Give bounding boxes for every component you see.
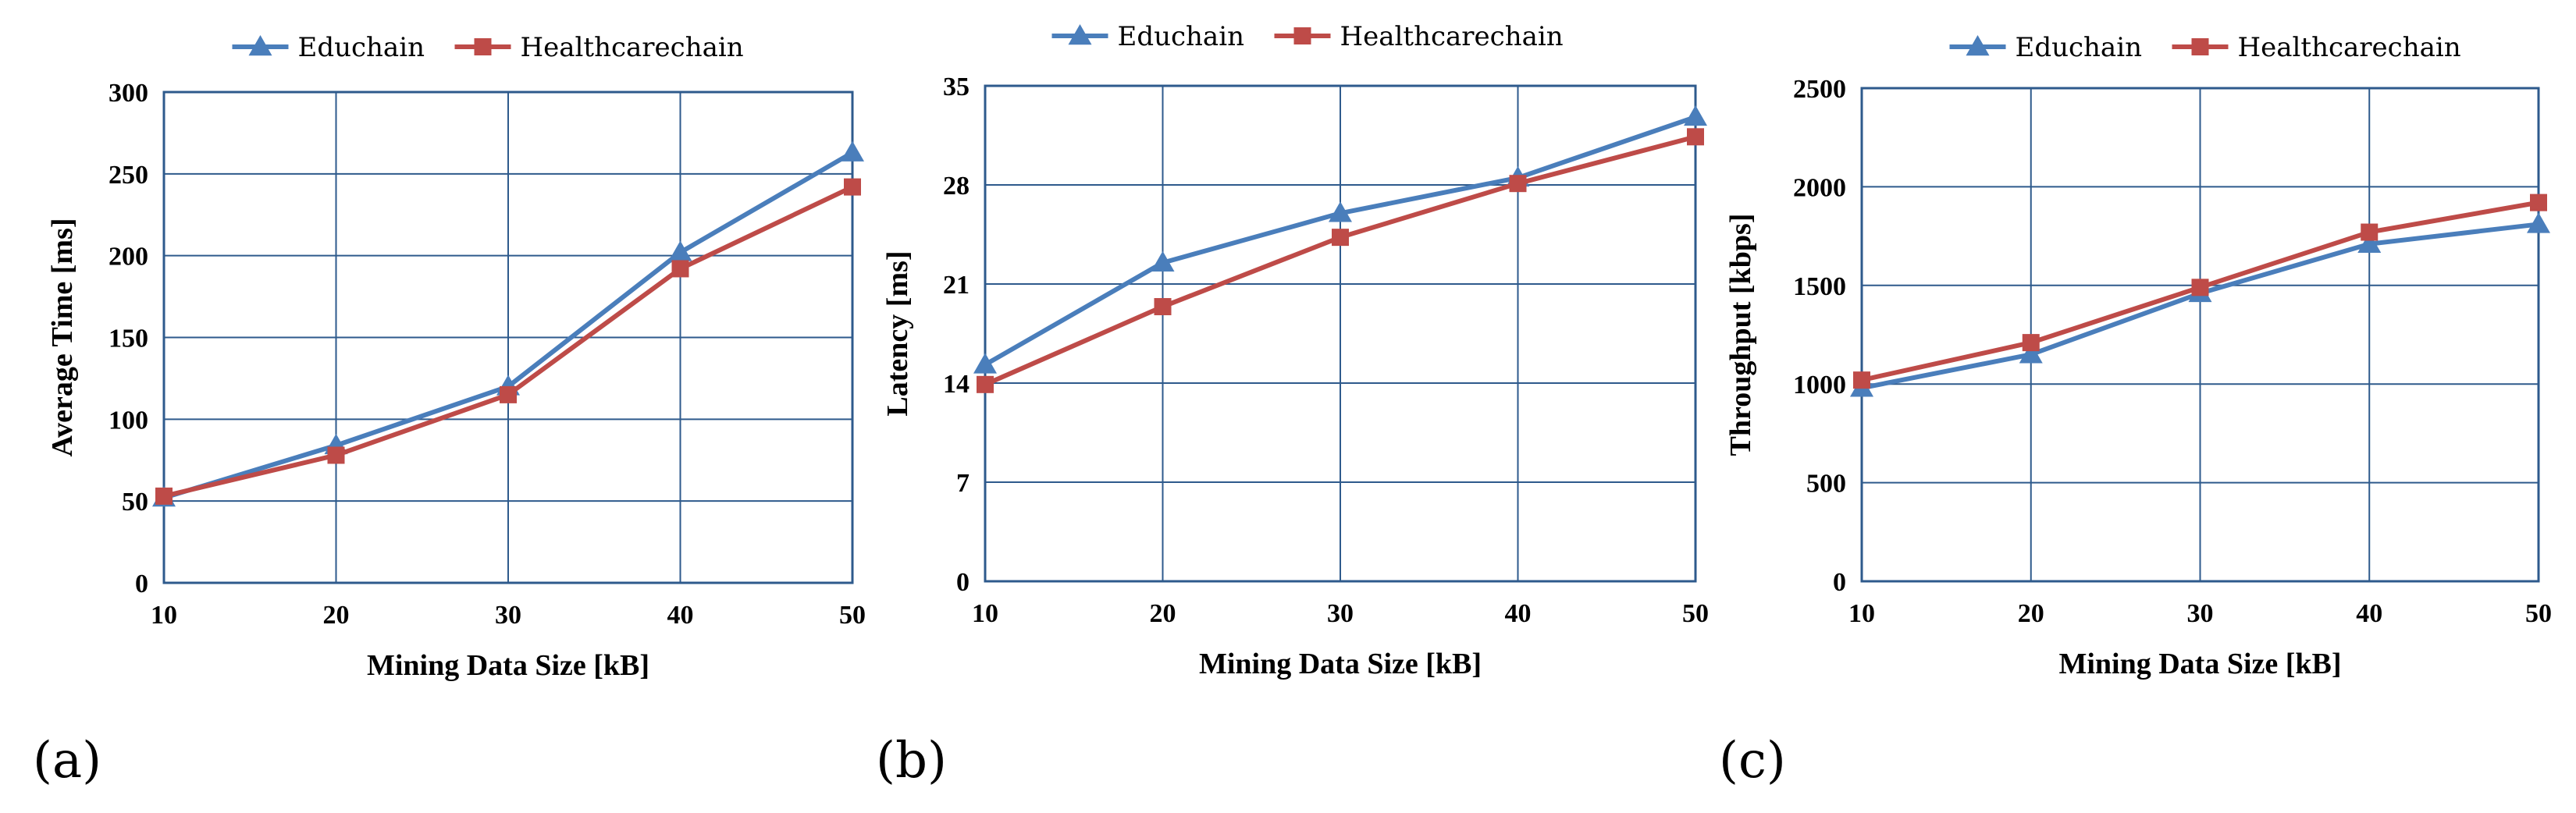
panel-2-legend-entry-2: Healthcarechain	[1274, 21, 1564, 52]
panel-1-ytick-150: 150	[109, 325, 148, 353]
panel-2-series-1-point-30	[1329, 201, 1352, 222]
panel-1-x-axis-title: Mining Data Size [kB]	[367, 649, 649, 682]
panel-2-xtick-40: 40	[1505, 599, 1532, 628]
panel-1-legend-label-1: Educhain	[298, 32, 425, 63]
panel-2-plot-frame	[984, 84, 1697, 583]
panel-2-xtick-50: 50	[1682, 599, 1709, 628]
panel-1-series-2-point-30	[500, 385, 517, 403]
panel-1-legend: Educhain Healthcarechain	[232, 32, 744, 63]
panel-3-series-2-point-10	[1853, 371, 1870, 389]
panel-1-legend-entry-1: Educhain	[232, 32, 425, 63]
panel-2-xtick-20: 20	[1150, 599, 1176, 628]
panel-3-series-2-point-40	[2361, 223, 2379, 241]
panel-3-legend: Educhain Healthcarechain	[1949, 32, 2461, 63]
panel-1-xtick-20: 20	[323, 601, 350, 630]
panel-2-x-axis-title: Mining Data Size [kB]	[1199, 648, 1482, 680]
panel-1-legend-swatch-marker-1	[248, 35, 272, 56]
panel-1-series-2-point-50	[844, 178, 861, 196]
panel-1-ytick-100: 100	[109, 406, 148, 435]
panel-2-ytick-21: 21	[943, 271, 970, 300]
panel-1-xtick-40: 40	[667, 601, 694, 630]
panel-3-xtick-40: 40	[2356, 599, 2382, 628]
panel-1-xtick-10: 10	[151, 601, 177, 630]
panel-2-label: (b)	[876, 732, 947, 790]
panel-3-ytick-1000: 1000	[1793, 371, 1846, 399]
panel-2-legend-label-1: Educhain	[1118, 21, 1244, 52]
panel-1-legend-entry-2: Healthcarechain	[454, 32, 744, 63]
panel-3-legend-entry-1: Educhain	[1949, 32, 2142, 63]
panel-3-xtick-20: 20	[2018, 599, 2044, 628]
panel-3-series-2	[1853, 193, 2547, 389]
panel-2-series-2-point-40	[1509, 175, 1527, 193]
panel-3-legend-entry-2: Healthcarechain	[2172, 32, 2461, 63]
panel-2-legend: Educhain Healthcarechain	[1051, 21, 1564, 52]
panel-3-ytick-2500: 2500	[1793, 75, 1846, 104]
panel-1-series-2-point-40	[671, 260, 689, 278]
panel-3-xtick-30: 30	[2187, 599, 2214, 628]
panel-3: 0 500 1000 1500 2000 2500 10 20 30 40 50 Mining Dat…	[1719, 32, 2552, 790]
panel-1: 0 50 100 150 200 250 300 10 20 30 40 50 Mining Data …	[33, 32, 866, 790]
panel-2-y-axis-title: Latency [ms]	[881, 250, 914, 416]
panel-2-series-2-point-30	[1332, 229, 1349, 247]
panel-3-series-1-point-40	[2357, 232, 2382, 253]
panel-1-series-1-point-50	[841, 140, 864, 162]
panel-3-legend-label-2: Healthcarechain	[2238, 32, 2461, 63]
panel-1-ytick-200: 200	[109, 243, 148, 272]
panel-1-y-axis-title: Average Time [ms]	[46, 218, 79, 456]
panel-3-plot-frame	[1860, 87, 2540, 583]
panel-1-series-2-point-20	[327, 446, 345, 464]
panel-2-ytick-14: 14	[943, 370, 970, 399]
panel-3-xtick-10: 10	[1848, 599, 1875, 628]
panel-3-ytick-0: 0	[1833, 568, 1846, 597]
panel-2-ytick-35: 35	[943, 73, 970, 101]
panel-2-series-2-point-50	[1687, 128, 1704, 146]
panel-2-xtick-10: 10	[972, 599, 998, 628]
panel-2-ytick-7: 7	[956, 469, 970, 498]
panel-3-series-2-point-30	[2191, 279, 2209, 296]
panel-1-series-2	[155, 178, 861, 505]
panel-3-legend-swatch-marker-2	[2191, 38, 2209, 55]
panel-2-series-2-point-20	[1154, 298, 1172, 316]
panel-3-series-2-point-20	[2022, 334, 2040, 352]
panel-3-series-2-point-50	[2530, 193, 2547, 211]
panel-1-series-1-point-40	[668, 240, 692, 261]
panel-2-series-2	[977, 128, 1704, 393]
panel-1-ytick-50: 50	[122, 488, 148, 517]
panel-2-series-1-point-20	[1151, 250, 1175, 272]
panel-3-legend-label-1: Educhain	[2016, 32, 2142, 63]
panel-2-xtick-30: 30	[1327, 599, 1354, 628]
panel-2-series-1-point-50	[1684, 105, 1707, 126]
panel-3-y-axis-title: Throughput [kbps]	[1724, 214, 1757, 456]
panel-1-xtick-30: 30	[495, 601, 521, 630]
panel-3-label: (c)	[1719, 732, 1786, 790]
panel-2-series-1-point-10	[973, 353, 997, 374]
panel-3-series-1-point-20	[2019, 343, 2043, 364]
panel-2-ytick-28: 28	[943, 172, 970, 201]
panel-2-legend-label-2: Healthcarechain	[1340, 21, 1564, 52]
panel-2-ytick-0: 0	[956, 568, 970, 597]
panel-1-series-2-point-10	[155, 487, 173, 505]
panel-1-legend-label-2: Healthcarechain	[521, 32, 744, 63]
panel-1-xtick-50: 50	[839, 601, 866, 630]
panel-1-label: (a)	[33, 732, 101, 790]
panel-3-ytick-2000: 2000	[1793, 173, 1846, 202]
panel-3-xtick-50: 50	[2525, 599, 2552, 628]
panel-1-plot-frame	[162, 91, 854, 584]
panel-2-series-2-point-10	[977, 375, 994, 393]
panel-1-ytick-250: 250	[109, 161, 148, 190]
panel-3-ytick-500: 500	[1806, 470, 1846, 499]
panel-3-ytick-1500: 1500	[1793, 272, 1846, 301]
panel-1-ytick-0: 0	[135, 570, 148, 598]
panel-2-legend-swatch-marker-1	[1068, 24, 1092, 45]
panel-2-legend-swatch-marker-2	[1293, 27, 1311, 44]
panel-3-series-1-point-50	[2527, 212, 2550, 233]
panel-2-legend-entry-1: Educhain	[1051, 21, 1244, 52]
panel-1-ytick-300: 300	[109, 79, 148, 108]
panel-1-legend-swatch-marker-2	[474, 38, 492, 55]
panel-3-legend-swatch-marker-1	[1966, 35, 1990, 56]
panel-2: 0 7 14 21 28 35 10 20 30 40 50 Mining Data Size [kB…	[876, 21, 1709, 790]
panel-3-x-axis-title: Mining Data Size [kB]	[2058, 648, 2341, 680]
